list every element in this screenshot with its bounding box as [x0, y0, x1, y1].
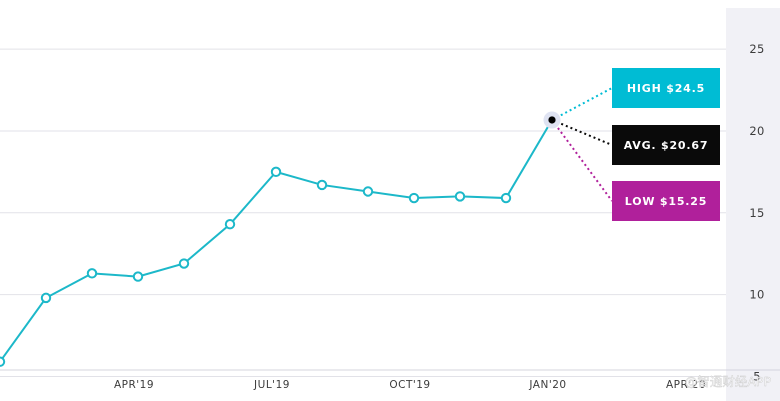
data-point [40, 292, 52, 304]
data-point [86, 268, 98, 279]
data-point [500, 192, 512, 204]
data-point [454, 191, 466, 202]
data-point [132, 271, 144, 282]
target-box-bg [612, 68, 720, 108]
watermark: @智通财经APP [685, 374, 772, 389]
target-connector [551, 119, 613, 202]
data-point [408, 192, 420, 204]
data-point [0, 356, 6, 367]
target-label: AVG. $20.67 [624, 139, 709, 152]
target-box: HIGH $24.5 [612, 68, 720, 108]
target-box-bg [612, 125, 720, 165]
y-tick-label: 5 [753, 369, 761, 383]
price-series-line [0, 119, 553, 363]
price-points [0, 111, 561, 367]
price-targets: HIGH $24.5 AVG. $20.67 LOW $15.25 [612, 68, 720, 221]
data-point [178, 258, 190, 269]
target-label: LOW $15.25 [625, 195, 707, 208]
x-tick-label: APR'19 [114, 379, 154, 391]
y-tick-label: 20 [749, 124, 764, 138]
data-point [270, 166, 282, 178]
y-tick-label: 25 [749, 42, 764, 56]
grid [0, 48, 780, 377]
target-connectors [551, 87, 613, 202]
data-point [316, 179, 328, 191]
x-tick-label: APR'20 [666, 379, 706, 391]
forecast-zone [726, 8, 780, 401]
target-box-bg [612, 181, 720, 221]
target-connector [551, 119, 613, 146]
target-box: LOW $15.25 [612, 181, 720, 221]
data-point [362, 186, 374, 197]
target-label: HIGH $24.5 [627, 82, 705, 95]
y-tick-label: 10 [749, 288, 764, 302]
x-tick-label: OCT'19 [389, 379, 430, 391]
x-tick-label: JAN'20 [528, 379, 566, 391]
data-point [224, 219, 236, 230]
x-tick-label: JUL'19 [253, 379, 290, 391]
target-box: AVG. $20.67 [612, 125, 720, 165]
y-axis-ticks: 5 10 15 20 25 [749, 42, 764, 383]
y-tick-label: 15 [749, 206, 764, 220]
current-point [548, 116, 556, 124]
target-connector [551, 87, 613, 121]
